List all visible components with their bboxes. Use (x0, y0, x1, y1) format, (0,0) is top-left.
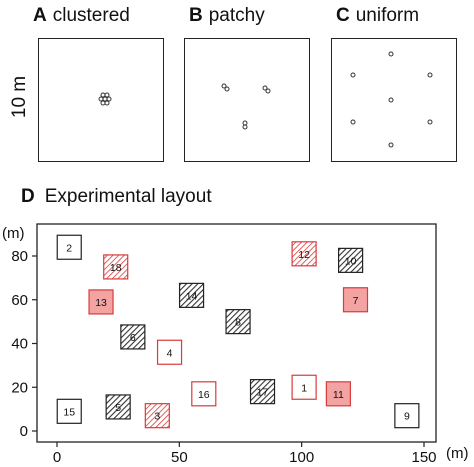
y-unit-label: (m) (2, 225, 25, 242)
plot-11 (325, 381, 351, 407)
plot-label: 6 (130, 332, 136, 344)
plot-5 (105, 394, 131, 420)
panel-b-name: patchy (208, 5, 265, 26)
x-tick-label: 50 (171, 449, 188, 466)
plot-2 (56, 234, 82, 260)
plot-label: 8 (235, 317, 241, 329)
plot-label: 1 (301, 382, 307, 394)
plot-label: 15 (63, 406, 75, 418)
plot-18 (103, 254, 129, 280)
panel-b-letter: B (189, 5, 203, 26)
plot-label: 12 (298, 249, 310, 261)
plot-4 (156, 339, 183, 365)
plot-label: 7 (353, 295, 359, 307)
plot-label: 18 (110, 262, 122, 274)
patchy-points (221, 83, 271, 130)
plot-label: 2 (66, 242, 72, 254)
plot-label: 10 (345, 255, 357, 267)
panel-a-box (38, 38, 164, 162)
plot-15 (56, 398, 82, 424)
plot-14 (178, 282, 205, 308)
plot-label: 9 (404, 411, 410, 423)
clustered-points (98, 92, 112, 106)
plot-label: 14 (186, 290, 198, 302)
plot-label: 3 (154, 411, 160, 423)
plot-6 (120, 324, 146, 350)
plot-frame (36, 223, 437, 443)
plot-label: 4 (167, 347, 173, 359)
x-unit-label: (m) (446, 445, 469, 462)
plot-label: 13 (95, 297, 107, 309)
plot-7 (342, 287, 369, 313)
plot-16 (191, 381, 217, 407)
plot-17 (249, 379, 276, 405)
plot-10 (338, 247, 364, 273)
x-tick-label: 150 (411, 449, 436, 466)
plot-label: 17 (257, 387, 269, 399)
plot-12 (291, 241, 317, 267)
plot-label: 5 (115, 402, 121, 414)
layout-title: D Experimental layout (21, 186, 212, 208)
y-tick-label: 40 (11, 336, 28, 353)
plot-label: 11 (333, 389, 344, 401)
uniform-points (350, 51, 433, 148)
x-tick-label: 0 (53, 449, 61, 466)
plot-label: 16 (198, 389, 210, 401)
panel-c-box (331, 38, 457, 162)
y-tick-label: 80 (11, 248, 28, 265)
plot-8 (225, 309, 251, 335)
y-tick-label: 20 (11, 379, 28, 396)
y-tick-label: 0 (20, 423, 28, 440)
panel-c-name: uniform (355, 5, 420, 26)
y-tick-label: 60 (11, 292, 28, 309)
panel-b-box (184, 38, 310, 162)
panel-c-letter: C (336, 5, 350, 26)
layout-letter: D (21, 186, 35, 207)
x-tick-label: 100 (289, 449, 314, 466)
plot-13 (88, 289, 114, 315)
panel-a-letter: A (33, 5, 47, 26)
plot-9 (394, 403, 420, 429)
plot-3 (144, 403, 170, 429)
layout-title-text: Experimental layout (44, 186, 212, 207)
plot-1 (291, 374, 317, 400)
panel-a-name: clustered (52, 5, 130, 26)
